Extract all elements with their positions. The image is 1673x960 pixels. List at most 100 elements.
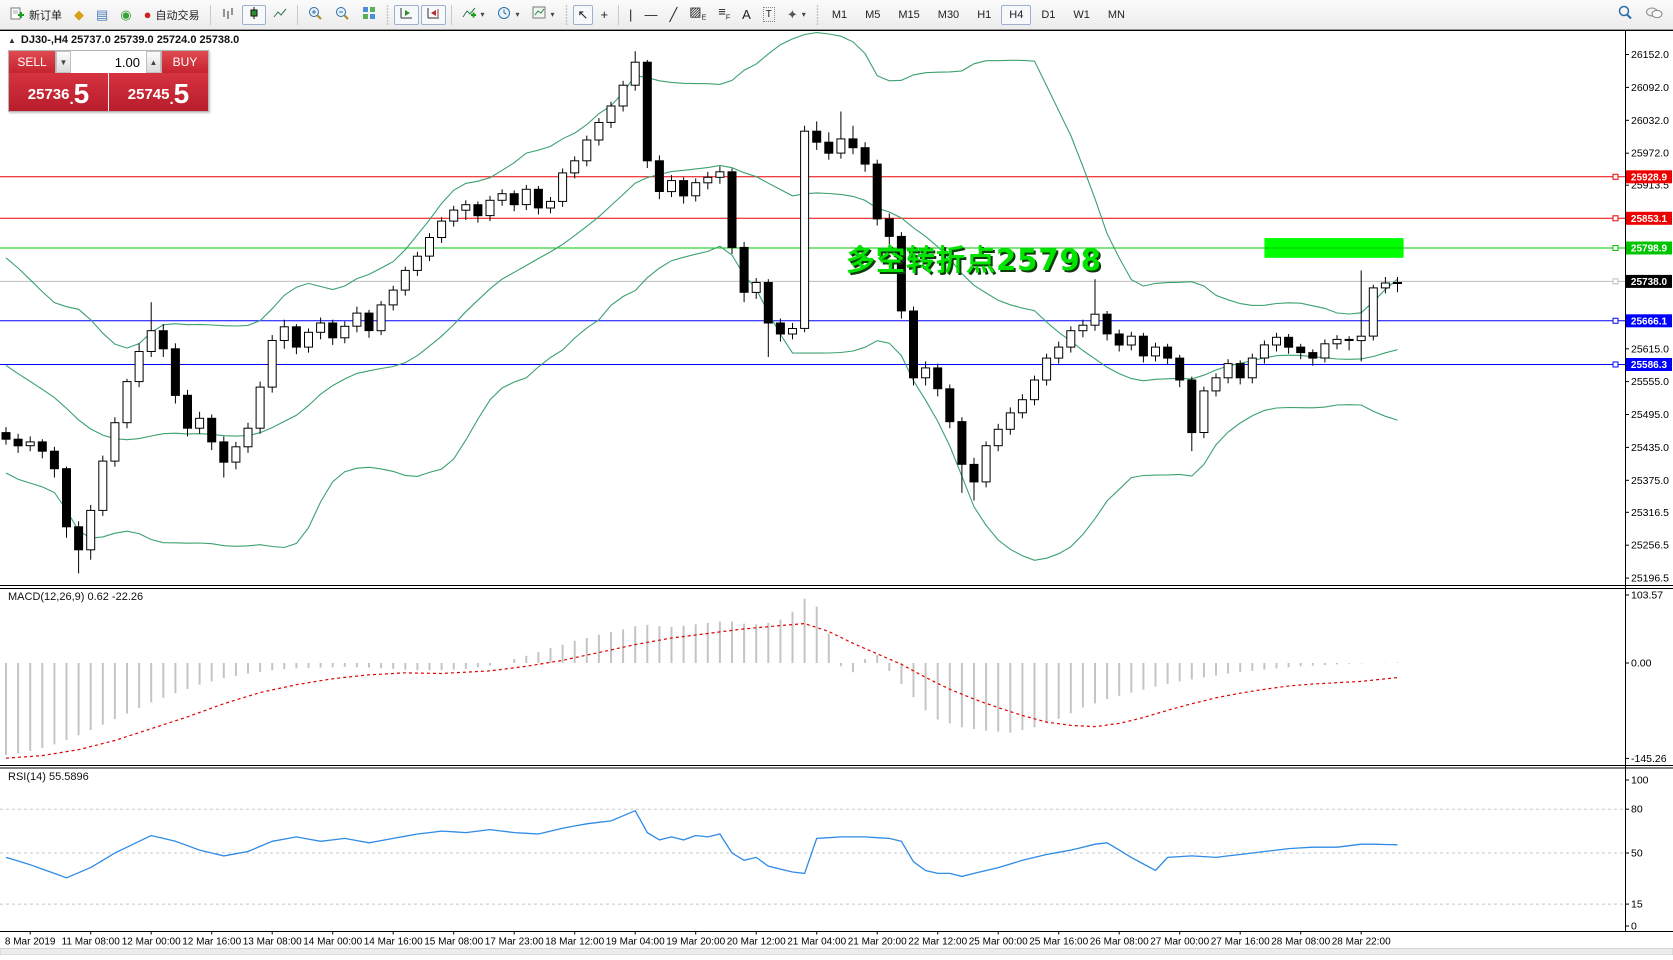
timeframe-label: MN — [1107, 8, 1125, 21]
line-handle-marker[interactable] — [1612, 215, 1619, 222]
bottom-strip — [0, 948, 1673, 956]
fibonacci-tool-button[interactable]: ≡F — [713, 5, 735, 25]
new-order-button[interactable]: 新订单 — [5, 5, 67, 25]
vertical-line-tool-button[interactable]: | — [624, 5, 637, 25]
price-line-label-text: 25928.9 — [1631, 172, 1668, 183]
one-click-trading-panel: SELL ▼ 1.00 ▲ BUY 25736. 5 25745. 5 — [8, 50, 209, 112]
horizontal-line-icon: — — [644, 7, 658, 22]
volume-decrease-button[interactable]: ▼ — [56, 51, 71, 73]
tab-timeframe-m30[interactable]: M30 — [930, 5, 967, 25]
volume-input[interactable]: 1.00 — [71, 51, 146, 73]
chat-button[interactable] — [1640, 5, 1668, 25]
time-axis-label: 20 Mar 12:00 — [727, 937, 786, 948]
line-handle-marker[interactable] — [1612, 317, 1619, 324]
tab-timeframe-h4[interactable]: H4 — [1001, 4, 1032, 25]
templates-button[interactable]: ▾ — [527, 5, 560, 25]
tab-timeframe-d1[interactable]: D1 — [1033, 5, 1063, 25]
volume-increase-button[interactable]: ▲ — [146, 51, 161, 73]
sell-price-main: 25736 — [27, 86, 70, 103]
collapse-triangle-icon[interactable]: ▲ — [8, 36, 16, 45]
turning-point-annotation[interactable]: 多空转折点25798 — [846, 243, 1102, 277]
crosshair-tool-button[interactable]: + — [595, 5, 613, 25]
price-line-label — [1626, 274, 1672, 288]
search-button[interactable] — [1612, 5, 1638, 25]
trendline-tool-button[interactable]: ╱ — [664, 5, 682, 25]
spinner-down-icon: ▼ — [59, 57, 68, 67]
time-axis-label: 25 Mar 16:00 — [1029, 937, 1088, 948]
sell-price-button[interactable]: 25736. 5 — [9, 73, 108, 111]
profiles-button[interactable]: ▤ — [91, 5, 113, 25]
candlestick-chart-button[interactable] — [241, 4, 266, 25]
line-handle-marker[interactable] — [1612, 245, 1619, 251]
tile-windows-icon — [362, 6, 376, 23]
periods-button[interactable]: ▾ — [492, 5, 525, 25]
tab-timeframe-h1[interactable]: H1 — [969, 5, 999, 25]
tab-timeframe-m1[interactable]: M1 — [824, 5, 855, 25]
indicators-button[interactable]: ▾ — [457, 5, 490, 25]
timeframe-label: M15 — [898, 8, 920, 21]
price-axis-tick: 25316.5 — [1631, 507, 1669, 519]
price-line-label — [1626, 241, 1672, 255]
chevron-down-icon: ▾ — [515, 10, 520, 19]
price-line-label-text: 25798.9 — [1631, 244, 1668, 255]
toolbar-drag-handle[interactable] — [384, 4, 390, 25]
buy-price-dot: . — [169, 91, 174, 108]
horizontal-line-tool-button[interactable]: — — [639, 5, 662, 25]
tab-timeframe-w1[interactable]: W1 — [1065, 5, 1098, 25]
price-line-label — [1626, 358, 1672, 371]
line-handle-marker[interactable] — [1612, 361, 1619, 368]
arrows-icon: ✦ — [786, 7, 798, 22]
buy-price-button[interactable]: 25745. 5 — [109, 73, 208, 111]
price-line-label — [1626, 170, 1672, 184]
line-handle-marker[interactable] — [1612, 278, 1619, 285]
auto-scroll-icon — [399, 6, 414, 23]
cursor-tool-button[interactable]: ↖ — [572, 4, 594, 25]
sell-button[interactable]: SELL — [9, 51, 55, 73]
tab-timeframe-m5[interactable]: M5 — [857, 5, 888, 25]
time-axis-label: 8 Mar 2019 — [5, 937, 56, 948]
autotrading-button[interactable]: ● 自动交易 — [139, 5, 205, 25]
chart-shift-button[interactable] — [420, 4, 446, 25]
symbol-ohlc-label: DJ30-,H4 25737.0 25739.0 25724.0 25738.0 — [20, 34, 240, 46]
rsi-panel: 100 80 50 15 0 — [0, 775, 1649, 933]
tab-timeframe-mn[interactable]: MN — [1100, 5, 1133, 25]
channel-tool-button[interactable]: ▨E — [684, 5, 711, 25]
buy-button[interactable]: BUY — [162, 51, 208, 73]
fibonacci-icon: ≡F — [718, 3, 731, 22]
timeframe-label: H1 — [977, 8, 992, 21]
equidistant-channel-icon: ▨E — [689, 3, 707, 22]
time-axis-label: 21 Mar 20:00 — [848, 937, 907, 948]
sell-price-frac: 5 — [73, 78, 90, 109]
chart-title: ▲ DJ30-,H4 25737.0 25739.0 25724.0 25738.… — [8, 34, 239, 46]
signals-button[interactable]: ◉ — [115, 5, 136, 25]
time-axis-label: 14 Mar 00:00 — [303, 937, 362, 948]
market-watch-button[interactable]: ◆ — [69, 5, 89, 25]
cursor-icon: ↖ — [577, 7, 589, 22]
text-tool-button[interactable]: A — [737, 5, 756, 25]
arrows-tool-button[interactable]: ✦ ▾ — [782, 5, 811, 25]
tab-timeframe-m15[interactable]: M15 — [890, 5, 927, 25]
time-axis-label: 17 Mar 23:00 — [485, 937, 544, 948]
zoom-in-button[interactable] — [303, 5, 328, 25]
time-axis[interactable]: 8 Mar 2019 11 Mar 08:00 12 Mar 00:00 12 Mar… — [5, 931, 1391, 948]
line-handle-marker[interactable] — [1612, 173, 1619, 180]
bar-chart-button[interactable] — [216, 5, 240, 25]
time-axis-label: 13 Mar 08:00 — [243, 937, 302, 948]
toolbar-separator — [296, 4, 298, 25]
auto-scroll-button[interactable] — [393, 4, 419, 25]
macd-axis-tick: 103.57 — [1631, 590, 1663, 602]
signal-icon: ◉ — [120, 7, 132, 22]
chat-icon — [1645, 6, 1663, 24]
toolbar-drag-handle[interactable] — [814, 4, 820, 25]
sell-price-dot: . — [69, 91, 74, 108]
macd-panel: 103.57 0.00 -145.26 — [5, 590, 1667, 765]
clock-icon — [497, 6, 512, 24]
line-chart-button[interactable] — [268, 5, 292, 25]
text-label-tool-button[interactable]: T — [758, 5, 780, 25]
zoom-out-button[interactable] — [330, 5, 355, 25]
toolbar-drag-handle[interactable] — [563, 4, 569, 25]
price-axis-tick: 25615.0 — [1631, 343, 1669, 355]
tile-windows-button[interactable] — [357, 5, 381, 25]
templates-icon — [532, 6, 547, 23]
